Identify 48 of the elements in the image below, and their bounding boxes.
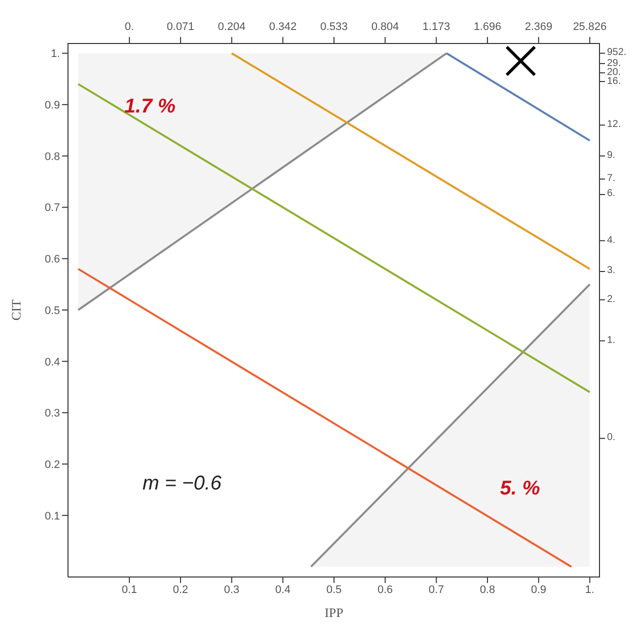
text: 1.696 bbox=[474, 21, 502, 33]
text: 25.826 bbox=[572, 21, 607, 33]
text: 4. bbox=[607, 234, 616, 246]
annotation: 1.7 % bbox=[124, 96, 176, 118]
y-tick-label: 0.2 bbox=[44, 458, 60, 471]
y-tick-label: 0.3 bbox=[44, 408, 60, 420]
text: 0.533 bbox=[320, 21, 348, 33]
text: 1. bbox=[607, 334, 616, 346]
x-axis-title: IPP bbox=[324, 605, 344, 620]
text: 0. bbox=[124, 21, 134, 33]
text: 0.204 bbox=[218, 21, 246, 33]
annotation: m = −0.6 bbox=[142, 472, 222, 496]
text: 9. bbox=[607, 150, 616, 161]
x-tick-label: 0.7 bbox=[428, 584, 444, 596]
text: 16. bbox=[607, 76, 621, 86]
text: 12. bbox=[607, 119, 621, 130]
x-tick-label: 0.1 bbox=[122, 584, 138, 596]
text: 6. bbox=[607, 188, 616, 200]
text: 2. bbox=[607, 294, 616, 305]
text: 952. bbox=[607, 47, 626, 58]
x-tick-label: 0.2 bbox=[172, 584, 188, 596]
x-tick-label: 0.6 bbox=[378, 584, 393, 596]
text: 29. bbox=[607, 58, 621, 69]
y-tick-label: 1. bbox=[50, 48, 60, 60]
x-tick-label: 0.4 bbox=[275, 584, 290, 596]
y-tick-label: 0.7 bbox=[44, 202, 60, 214]
text: 0.804 bbox=[371, 21, 399, 33]
x-tick-label: 0.3 bbox=[224, 584, 240, 596]
y-axis-title: CIT bbox=[8, 299, 24, 320]
y-tick-label: 0.6 bbox=[44, 254, 60, 266]
text: 3. bbox=[607, 265, 616, 276]
y-tick-label: 0.4 bbox=[44, 356, 60, 368]
y-tick-label: 0.5 bbox=[44, 304, 60, 317]
y-tick-label: 0.9 bbox=[44, 100, 60, 112]
text: 1.173 bbox=[422, 21, 450, 33]
x-tick-label: 0.8 bbox=[480, 584, 496, 596]
x-tick-label: 0.9 bbox=[530, 584, 546, 596]
text: 7. bbox=[607, 173, 616, 184]
y-tick-label: 0.8 bbox=[44, 150, 60, 163]
x-tick-label: 1. bbox=[585, 584, 594, 596]
x-tick-label: 0.5 bbox=[326, 584, 342, 596]
text: 2.369 bbox=[524, 21, 552, 33]
text: 0.071 bbox=[166, 21, 194, 33]
text: 0.342 bbox=[269, 21, 297, 33]
text: 20. bbox=[607, 66, 621, 78]
annotation: 5. % bbox=[500, 478, 540, 500]
y-tick-label: 0.1 bbox=[44, 510, 60, 522]
text: 0. bbox=[607, 432, 616, 444]
